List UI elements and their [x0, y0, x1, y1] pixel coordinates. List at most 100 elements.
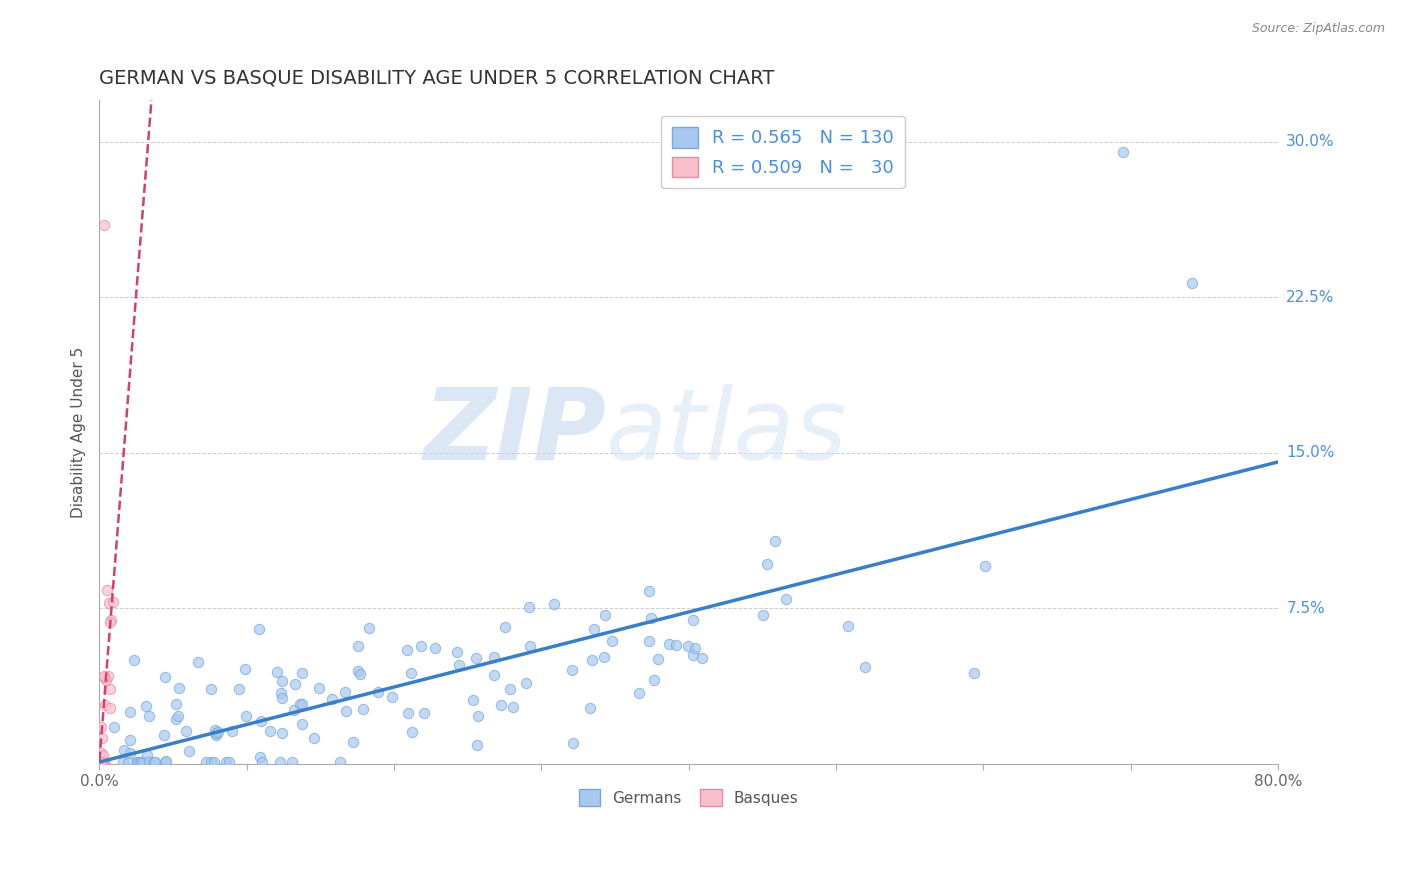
Point: [271, 691, 294, 706]
Point: [90, 720, 112, 734]
Point: [176, 723, 198, 738]
Point: [153, 728, 176, 742]
Point: [98, 681, 121, 696]
Point: [129, 755, 152, 769]
Point: [117, 755, 139, 769]
Point: [335, 704, 357, 718]
Point: [270, 686, 292, 700]
Point: [963, 666, 986, 681]
Point: [132, 755, 155, 769]
Point: [165, 712, 187, 726]
Point: [129, 755, 152, 769]
Point: [640, 611, 662, 625]
Point: [204, 723, 226, 738]
Point: [755, 557, 778, 571]
Point: [250, 755, 273, 769]
Text: atlas: atlas: [606, 384, 848, 481]
Point: [853, 660, 876, 674]
Legend: Germans, Basques: Germans, Basques: [572, 782, 804, 813]
Point: [595, 608, 617, 623]
Point: [581, 653, 603, 667]
Point: [583, 622, 606, 636]
Point: [359, 621, 381, 635]
Text: 22.5%: 22.5%: [1286, 290, 1334, 305]
Point: [291, 665, 314, 680]
Point: [763, 533, 786, 548]
Point: [627, 686, 650, 700]
Point: [467, 709, 489, 723]
Point: [302, 731, 325, 745]
Point: [266, 665, 288, 679]
Point: [561, 663, 583, 677]
Point: [775, 591, 797, 606]
Point: [283, 703, 305, 717]
Point: [342, 734, 364, 748]
Point: [187, 655, 209, 669]
Point: [291, 698, 314, 712]
Text: 15.0%: 15.0%: [1286, 445, 1334, 460]
Point: [269, 755, 291, 769]
Point: [90, 755, 112, 769]
Point: [752, 607, 775, 622]
Point: [271, 726, 294, 740]
Point: [395, 643, 418, 657]
Point: [93, 669, 115, 683]
Point: [837, 619, 859, 633]
Point: [249, 714, 271, 728]
Point: [153, 669, 176, 683]
Point: [519, 639, 541, 653]
Point: [484, 649, 506, 664]
Point: [118, 746, 141, 760]
Point: [233, 662, 256, 676]
Point: [665, 638, 688, 652]
Point: [90, 755, 112, 769]
Point: [90, 755, 112, 769]
Point: [125, 755, 148, 769]
Point: [515, 676, 537, 690]
Point: [112, 743, 135, 757]
Point: [100, 613, 122, 627]
Point: [218, 755, 240, 769]
Point: [288, 697, 311, 711]
Point: [135, 699, 157, 714]
Point: [98, 615, 121, 629]
Point: [579, 701, 602, 715]
Point: [367, 684, 389, 698]
Point: [271, 673, 294, 688]
Point: [143, 755, 166, 769]
Point: [489, 698, 512, 712]
Point: [643, 673, 665, 688]
Point: [90, 755, 112, 769]
Point: [91, 755, 114, 769]
Point: [249, 750, 271, 764]
Point: [221, 723, 243, 738]
Point: [205, 728, 228, 742]
Point: [446, 645, 468, 659]
Point: [401, 724, 423, 739]
Point: [138, 755, 160, 769]
Point: [215, 755, 238, 769]
Point: [127, 755, 149, 769]
Point: [195, 755, 218, 769]
Point: [333, 685, 356, 699]
Point: [346, 640, 368, 654]
Point: [93, 218, 115, 232]
Text: GERMAN VS BASQUE DISABILITY AGE UNDER 5 CORRELATION CHART: GERMAN VS BASQUE DISABILITY AGE UNDER 5 …: [100, 69, 775, 87]
Point: [228, 682, 250, 697]
Point: [90, 755, 112, 769]
Point: [329, 755, 352, 769]
Point: [96, 583, 118, 598]
Point: [103, 720, 125, 734]
Point: [205, 726, 228, 740]
Point: [91, 731, 114, 745]
Point: [200, 755, 222, 769]
Point: [682, 648, 704, 662]
Point: [94, 698, 117, 712]
Point: [91, 755, 114, 769]
Point: [562, 736, 585, 750]
Point: [465, 650, 488, 665]
Point: [502, 699, 524, 714]
Point: [412, 706, 434, 720]
Point: [399, 665, 422, 680]
Point: [658, 638, 681, 652]
